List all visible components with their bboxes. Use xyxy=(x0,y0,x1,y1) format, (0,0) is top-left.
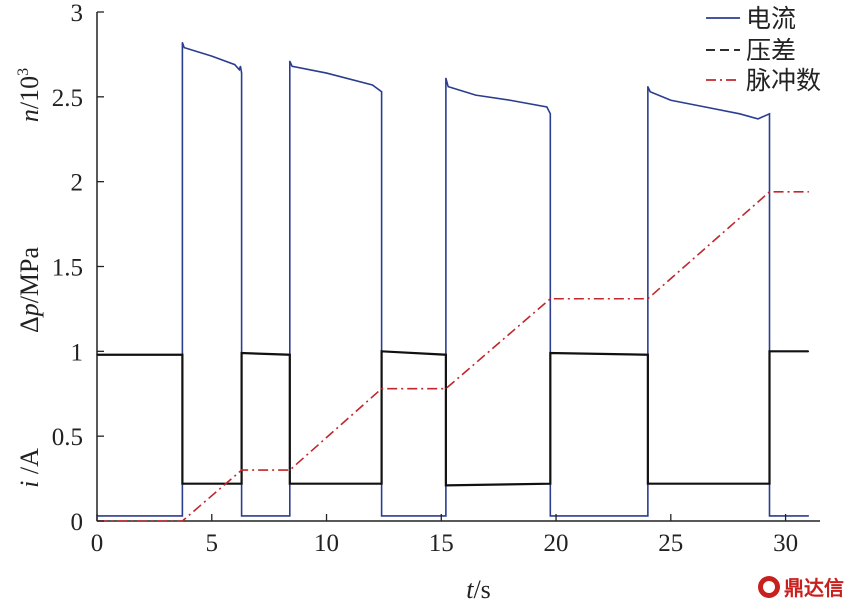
series-point xyxy=(381,91,383,93)
y-axis-title: n/103 xyxy=(15,68,44,122)
series-point xyxy=(807,350,810,352)
series-point xyxy=(768,483,771,485)
series-point xyxy=(211,55,213,57)
series-point xyxy=(181,483,183,485)
series-point xyxy=(241,483,243,485)
series-point xyxy=(647,354,649,356)
ticks: 0 5 10 15 20 25 30 0 0.5 1 1.5 2 2.5 3 xyxy=(52,0,798,557)
series-point xyxy=(649,91,651,93)
series-point xyxy=(234,63,236,66)
series-point xyxy=(704,106,706,108)
y-axis-title-text: Δp/MPa xyxy=(15,247,44,334)
series-point xyxy=(768,113,771,115)
series-point xyxy=(241,515,243,517)
x-tick-label: 0 xyxy=(91,530,104,557)
series-point xyxy=(509,99,511,101)
x-tick-label: 30 xyxy=(773,530,798,557)
series-point xyxy=(549,483,551,485)
y-tick-label: 3 xyxy=(71,0,84,27)
x-tick-label: 15 xyxy=(429,530,454,557)
series-point xyxy=(739,113,741,115)
series-point xyxy=(549,515,551,517)
series-line-2 xyxy=(97,350,809,487)
watermark-text: 鼎达信 xyxy=(784,576,844,600)
series-point xyxy=(475,94,477,96)
series-point xyxy=(807,515,810,517)
legend-label: 压差 xyxy=(746,36,796,65)
series-line-1 xyxy=(97,42,809,517)
series-point xyxy=(289,469,291,471)
y-tick-label: 2.5 xyxy=(52,85,83,112)
series-point xyxy=(445,388,447,390)
series-point xyxy=(757,118,759,120)
x-tick-label: 25 xyxy=(658,530,683,557)
series-point xyxy=(768,350,771,352)
series-point xyxy=(647,298,649,300)
series-point xyxy=(181,520,183,522)
series-point xyxy=(371,84,374,86)
series-point xyxy=(445,354,447,356)
series-point xyxy=(445,484,447,486)
x-tick-label: 20 xyxy=(544,530,569,557)
series-point xyxy=(241,72,243,74)
y-tick-label: 0.5 xyxy=(52,424,83,451)
series-point xyxy=(381,515,383,517)
axis-labels: t/s n/103 Δp/MPa i /A xyxy=(15,68,491,604)
series-point xyxy=(96,354,98,356)
series-point xyxy=(670,99,672,101)
x-tick-label: 10 xyxy=(314,530,339,557)
axes xyxy=(96,12,820,522)
series-point xyxy=(768,515,771,517)
series-point xyxy=(325,72,328,74)
series-point xyxy=(289,515,291,517)
series-point xyxy=(549,113,551,115)
series-point xyxy=(289,354,291,356)
x-tick-label: 5 xyxy=(206,530,219,557)
series-point xyxy=(181,515,183,517)
legend-label: 脉冲数 xyxy=(746,66,821,95)
y-axis-title-text: i /A xyxy=(15,448,44,488)
series-point xyxy=(546,106,548,108)
series-point xyxy=(768,191,771,193)
series-point xyxy=(381,483,383,485)
series-point xyxy=(445,515,447,517)
series-point xyxy=(291,65,293,67)
series-point xyxy=(239,65,242,67)
series-point xyxy=(807,191,810,193)
series-layer xyxy=(96,41,810,522)
series-point xyxy=(549,352,551,354)
y-tick-label: 1 xyxy=(71,339,84,366)
series-point xyxy=(549,298,551,300)
watermark: 鼎达信 xyxy=(758,572,844,601)
series-point xyxy=(241,469,243,471)
watermark-seal-icon xyxy=(758,575,780,598)
series-point xyxy=(181,41,183,44)
x-axis-title: t/s xyxy=(466,575,491,604)
series-point xyxy=(445,77,447,79)
series-point xyxy=(289,60,291,62)
series-point xyxy=(647,483,649,485)
y-tick-label: 2 xyxy=(71,170,84,197)
series-point xyxy=(181,354,183,356)
y-tick-label: 1.5 xyxy=(52,255,83,282)
series-point xyxy=(647,515,649,517)
y-tick-label: 0 xyxy=(71,509,84,536)
series-point xyxy=(241,352,243,354)
y-axis-title: Δp/MPa xyxy=(15,247,44,334)
y-axis-title-text: n/103 xyxy=(15,68,44,122)
series-line-3 xyxy=(97,191,809,522)
series-point xyxy=(183,47,185,49)
series-point xyxy=(447,86,449,88)
series-point xyxy=(381,388,383,390)
series-point xyxy=(289,483,291,485)
series-point xyxy=(647,86,649,88)
series-point xyxy=(381,350,383,352)
legend-label: 电流 xyxy=(746,4,796,33)
y-axis-title: i /A xyxy=(15,448,44,488)
series-point xyxy=(238,69,240,71)
